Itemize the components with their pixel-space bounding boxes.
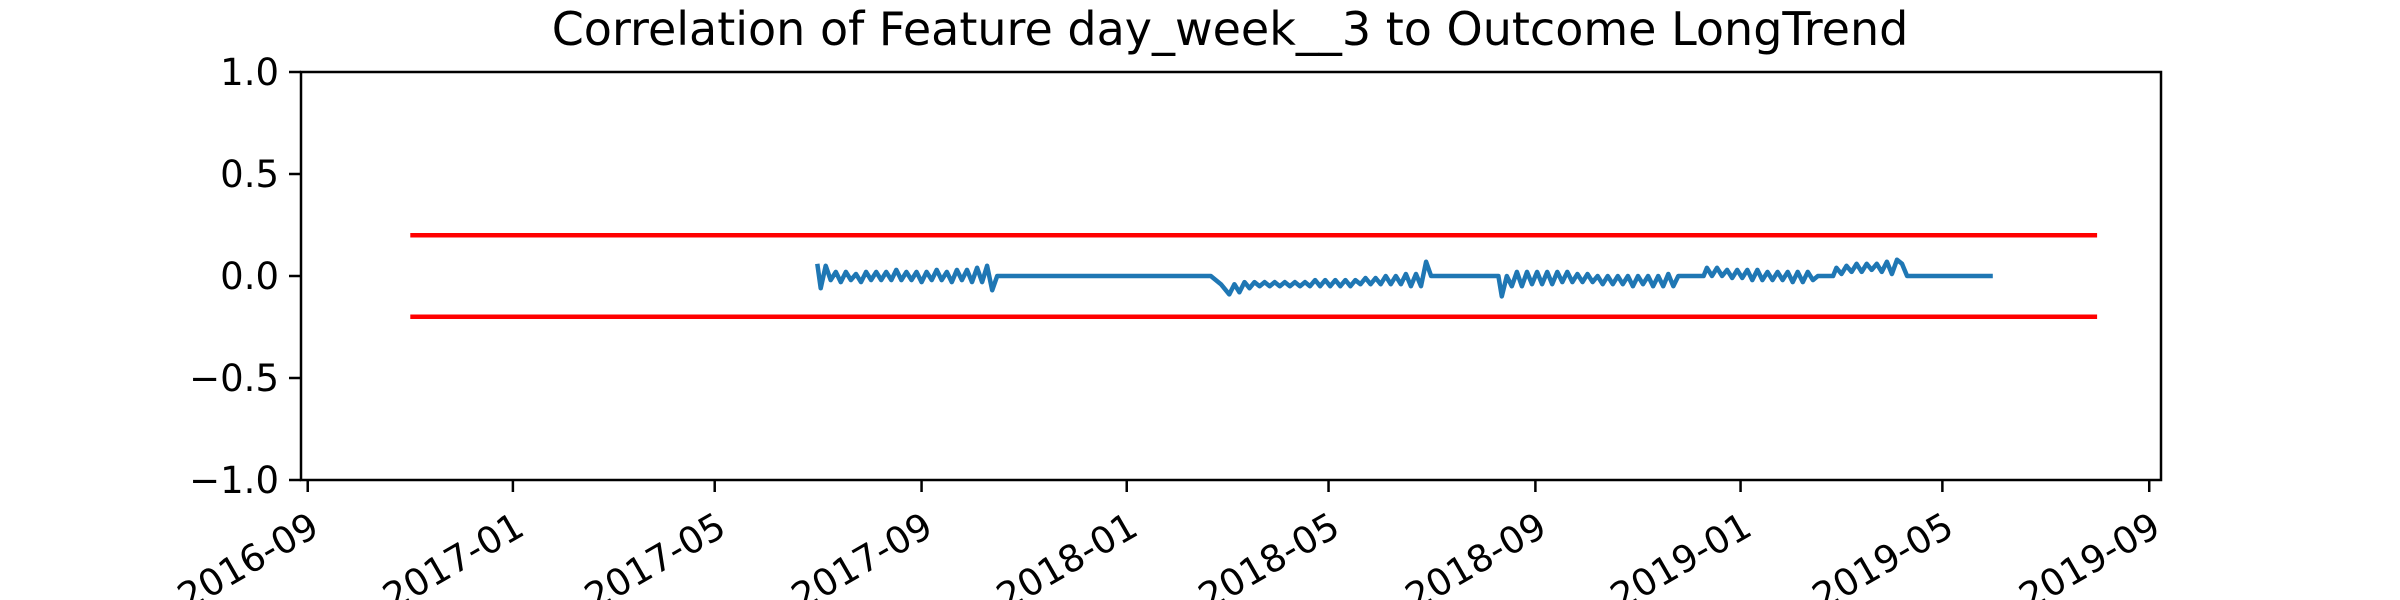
x-tick-label: 2019-01 [1603, 504, 1758, 600]
y-tick-label: 0.5 [220, 153, 279, 196]
x-tick-label: 2017-05 [577, 504, 732, 600]
correlation-series-line [815, 257, 1993, 299]
x-axis: 2016-09 2017-01 2017-05 2017-09 2018-01 2018-… [170, 480, 2167, 600]
plot-area [299, 70, 2163, 482]
y-tick-label: 0.0 [220, 255, 279, 298]
y-tick-label: −0.5 [189, 357, 279, 400]
x-tick-label: 2016-09 [170, 504, 325, 600]
x-tick-label: 2019-05 [1805, 504, 1960, 600]
x-tick-label: 2018-05 [1191, 504, 1346, 600]
x-tick-label: 2017-01 [376, 504, 531, 600]
x-tick-label: 2017-09 [784, 504, 939, 600]
x-tick-label: 2018-09 [1398, 504, 1553, 600]
y-tick-label: 1.0 [220, 51, 279, 94]
y-tick-label: −1.0 [189, 459, 279, 502]
y-axis: 1.0 0.5 0.0 −0.5 −1.0 [189, 51, 301, 502]
x-tick-label: 2019-09 [2012, 504, 2167, 600]
series-layer [410, 232, 2098, 320]
chart-title: Correlation of Feature day_week__3 to Ou… [552, 2, 1909, 56]
x-tick-label: 2018-01 [989, 504, 1144, 600]
